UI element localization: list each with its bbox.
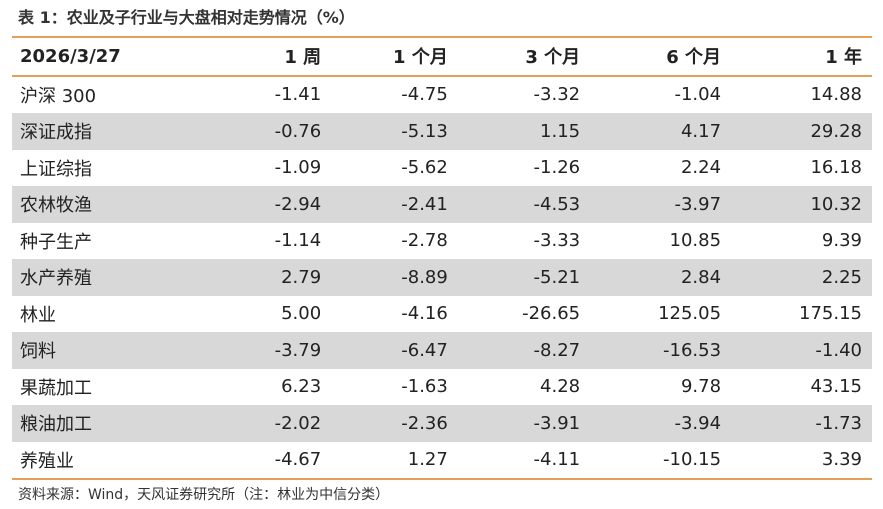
cell: -3.33 [533, 230, 581, 252]
cell: -16.53 [663, 339, 722, 361]
cell: -2.94 [274, 193, 322, 215]
cell: -26.65 [522, 303, 581, 325]
table-title: 表 1：农业及子行业与大盘相对走势情况（%） [18, 8, 355, 27]
cell: -1.14 [274, 230, 322, 252]
cell: -5.13 [401, 120, 448, 142]
header-cell: 1 个月 [393, 47, 448, 69]
table-row: 沪深 300 -1.41 -4.75 -3.32 -1.04 14.88 [12, 76, 872, 114]
cell: -1.09 [274, 157, 322, 179]
header-cell: 6 个月 [666, 47, 722, 69]
cell: -2.78 [401, 230, 448, 252]
cell: -5.62 [401, 157, 448, 179]
header-cell: 1 年 [825, 47, 862, 69]
cell: -4.16 [401, 303, 448, 325]
cell: -1.04 [674, 84, 722, 106]
cell: 10.85 [669, 230, 722, 252]
row-label: 水产养殖 [20, 268, 92, 290]
cell: 5.00 [281, 303, 322, 325]
cell: -4.67 [274, 449, 322, 471]
cell: -4.53 [533, 193, 581, 215]
table-row: 养殖业 -4.67 1.27 -4.11 -10.15 3.39 [12, 442, 872, 479]
cell: 3.39 [821, 449, 862, 471]
row-label: 果蔬加工 [20, 377, 92, 399]
row-label: 深证成指 [20, 122, 92, 144]
cell: -3.97 [674, 193, 722, 215]
cell: -1.41 [274, 84, 322, 106]
cell: -6.47 [401, 339, 448, 361]
cell: 4.28 [540, 376, 581, 398]
cell: 1.27 [407, 449, 448, 471]
table-row: 粮油加工 -2.02 -2.36 -3.91 -3.94 -1.73 [12, 405, 872, 442]
row-label: 饲料 [20, 341, 56, 363]
table-row: 林业 5.00 -4.16 -26.65 125.05 175.15 [12, 296, 872, 333]
data-table: 2026/3/27 1 周 1 个月 3 个月 6 个月 1 年 沪深 300 -1.41 -… [12, 36, 872, 480]
cell: -1.26 [533, 157, 581, 179]
table-body: 沪深 300 -1.41 -4.75 -3.32 -1.04 14.88 深证成指 -0.76… [12, 76, 872, 479]
cell: -3.94 [674, 412, 722, 434]
table-row: 水产养殖 2.79 -8.89 -5.21 2.84 2.25 [12, 259, 872, 296]
cell: 43.15 [810, 376, 862, 398]
cell: -5.21 [533, 266, 581, 288]
row-label: 沪深 300 [20, 85, 97, 107]
cell: 9.39 [821, 230, 862, 252]
cell: -3.91 [533, 412, 581, 434]
cell: 16.18 [810, 157, 862, 179]
cell: 6.23 [281, 376, 322, 398]
cell: 2.79 [281, 266, 322, 288]
cell: 2.24 [680, 157, 722, 179]
cell: -2.36 [401, 412, 448, 434]
cell: -8.89 [401, 266, 448, 288]
header-row: 2026/3/27 1 周 1 个月 3 个月 6 个月 1 年 [12, 37, 872, 76]
cell: 4.17 [680, 120, 722, 142]
cell: -0.76 [274, 120, 322, 142]
row-label: 种子生产 [20, 231, 92, 253]
header-cell: 1 周 [284, 47, 322, 69]
cell: 125.05 [658, 303, 722, 325]
table-row: 种子生产 -1.14 -2.78 -3.33 10.85 9.39 [12, 223, 872, 260]
row-label: 养殖业 [20, 450, 74, 472]
cell: -1.63 [401, 376, 448, 398]
cell: 2.84 [680, 266, 722, 288]
cell: -8.27 [533, 339, 581, 361]
cell: 2.25 [821, 266, 862, 288]
row-label: 农林牧渔 [20, 195, 92, 217]
source-note: 资料来源：Wind，天风证券研究所（注：林业为中信分类） [18, 487, 390, 503]
cell: -10.15 [663, 449, 722, 471]
row-label: 林业 [20, 304, 56, 326]
cell: -2.02 [274, 412, 322, 434]
cell: 14.88 [810, 84, 862, 106]
table-row: 饲料 -3.79 -6.47 -8.27 -16.53 -1.40 [12, 332, 872, 369]
table-row: 果蔬加工 6.23 -1.63 4.28 9.78 43.15 [12, 369, 872, 406]
cell: -1.73 [815, 412, 862, 434]
cell: 175.15 [799, 303, 862, 325]
cell: -4.11 [533, 449, 581, 471]
table-row: 农林牧渔 -2.94 -2.41 -4.53 -3.97 10.32 [12, 186, 872, 223]
table-header: 2026/3/27 1 周 1 个月 3 个月 6 个月 1 年 [12, 37, 872, 76]
cell: 29.28 [810, 120, 862, 142]
cell: -2.41 [401, 193, 448, 215]
table-row: 上证综指 -1.09 -5.62 -1.26 2.24 16.18 [12, 150, 872, 187]
header-cell: 2026/3/27 [20, 45, 121, 67]
table-row: 深证成指 -0.76 -5.13 1.15 4.17 29.28 [12, 113, 872, 150]
row-label: 上证综指 [20, 158, 92, 180]
header-cell: 3 个月 [525, 47, 581, 69]
cell: 10.32 [810, 193, 862, 215]
cell: -4.75 [401, 84, 448, 106]
cell: -1.40 [815, 339, 862, 361]
cell: 9.78 [680, 376, 722, 398]
cell: 1.15 [540, 120, 581, 142]
cell: -3.79 [274, 339, 322, 361]
row-label: 粮油加工 [20, 414, 92, 436]
cell: -3.32 [533, 84, 581, 106]
